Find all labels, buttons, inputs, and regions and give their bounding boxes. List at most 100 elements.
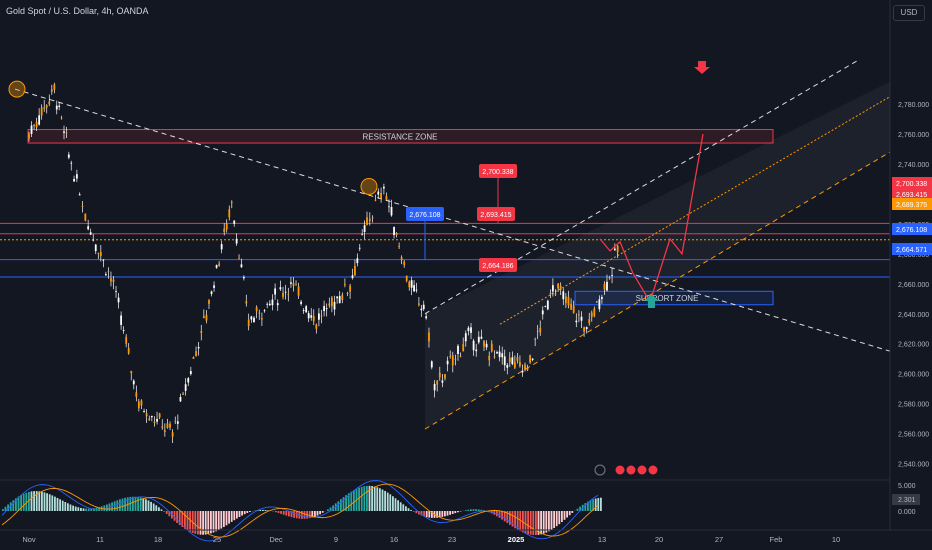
candle-body	[472, 340, 475, 351]
histogram-bar	[340, 499, 342, 511]
histogram-bar	[223, 511, 225, 527]
candle-body	[539, 327, 542, 333]
candle-body	[536, 331, 539, 332]
histogram-bar	[311, 511, 314, 518]
histogram-bar	[165, 511, 168, 514]
histogram-bar	[592, 499, 594, 511]
histogram-bar	[451, 511, 454, 514]
chart-title: Gold Spot / U.S. Dollar, 4h, OANDA	[6, 6, 149, 16]
candle-body	[477, 336, 480, 343]
histogram-bar	[579, 506, 581, 511]
histogram-bar	[542, 511, 545, 534]
x-tick-label: 20	[655, 535, 663, 544]
event-flag-icon	[637, 465, 647, 475]
price-tag-label-0: 2,700.338	[896, 181, 927, 188]
candle-body	[48, 101, 51, 105]
histogram-bar	[441, 511, 444, 517]
histogram-bar	[43, 492, 46, 511]
histogram-bar	[529, 511, 532, 535]
candle-body	[140, 400, 143, 406]
candle-body	[268, 303, 271, 306]
candle-body	[488, 355, 491, 361]
histogram-bar	[134, 496, 137, 511]
currency-selector[interactable]: USD	[893, 5, 925, 21]
candle-body	[451, 355, 454, 366]
candle-body	[292, 283, 295, 286]
histogram-bar	[197, 511, 199, 535]
y-tick-label: 2,760.000	[898, 132, 929, 139]
channel-fill	[425, 81, 890, 430]
candle-body	[223, 228, 226, 232]
candle-body	[235, 238, 238, 244]
histogram-bar	[301, 511, 303, 519]
histogram-bar	[566, 511, 568, 518]
candle-body	[583, 327, 585, 332]
candle-body	[462, 344, 465, 352]
candle-body	[422, 304, 425, 310]
histogram-bar	[155, 505, 158, 511]
histogram-bar	[241, 511, 243, 516]
x-tick-label: 18	[154, 535, 162, 544]
histogram-bar	[282, 511, 285, 515]
histogram-bar	[360, 486, 363, 511]
histogram-bar	[22, 493, 25, 511]
candle-body	[368, 218, 371, 222]
y-tick-label: 2,680.000	[898, 252, 929, 259]
histogram-bar	[425, 511, 428, 518]
candle-body	[351, 275, 354, 278]
histogram-bar	[412, 511, 415, 512]
histogram-bar	[381, 489, 384, 511]
y-tick-label: 2,540.000	[898, 462, 929, 469]
candle-body	[588, 319, 591, 324]
candle-body	[166, 423, 169, 428]
candle-body	[436, 380, 439, 385]
candle-body	[388, 206, 390, 208]
candle-body	[255, 307, 258, 312]
histogram-bar	[243, 511, 246, 515]
candle-body	[413, 285, 415, 292]
histogram-bar	[524, 511, 527, 534]
candle-body	[400, 257, 403, 261]
candle-body	[546, 300, 549, 310]
histogram-bar	[303, 511, 306, 519]
candle-body	[493, 356, 496, 358]
price-callout-label-1: 2,693.415	[480, 212, 511, 219]
histogram-bar	[392, 496, 394, 511]
candle-body	[87, 226, 90, 230]
histogram-bar	[51, 495, 54, 511]
histogram-bar	[145, 499, 147, 511]
histogram-bar	[399, 502, 402, 511]
candle-body	[210, 291, 213, 294]
candle-body	[459, 356, 462, 358]
x-tick-label: 16	[390, 535, 398, 544]
histogram-bar	[587, 501, 589, 511]
up-arrow-icon	[644, 294, 659, 308]
histogram-bar	[67, 503, 69, 511]
candle-body	[567, 296, 570, 306]
candle-body	[50, 89, 53, 92]
price-callout-0	[479, 164, 517, 178]
candle-body	[557, 283, 559, 289]
histogram-bar	[363, 486, 366, 511]
histogram-bar	[7, 504, 9, 511]
histogram-bar	[353, 490, 355, 511]
histogram-bar	[275, 511, 277, 513]
candle-body	[110, 278, 112, 282]
candle-body	[467, 327, 470, 331]
x-tick-label: 25	[213, 535, 221, 544]
candle-body	[531, 358, 534, 360]
x-tick-label: Dec	[269, 535, 283, 544]
candle-body	[228, 209, 231, 218]
candle-body	[529, 355, 531, 363]
indicator-label-0: 5.000	[898, 483, 916, 490]
histogram-bar	[277, 511, 280, 513]
histogram-bar	[431, 511, 433, 518]
x-tick-label: 23	[448, 535, 456, 544]
price-callout-2	[406, 207, 444, 221]
price-callout-3	[479, 258, 517, 272]
histogram-bar	[454, 511, 457, 514]
histogram-bar	[199, 511, 202, 535]
y-tick-label: 2,560.000	[898, 432, 929, 439]
histogram-bar	[238, 511, 241, 517]
